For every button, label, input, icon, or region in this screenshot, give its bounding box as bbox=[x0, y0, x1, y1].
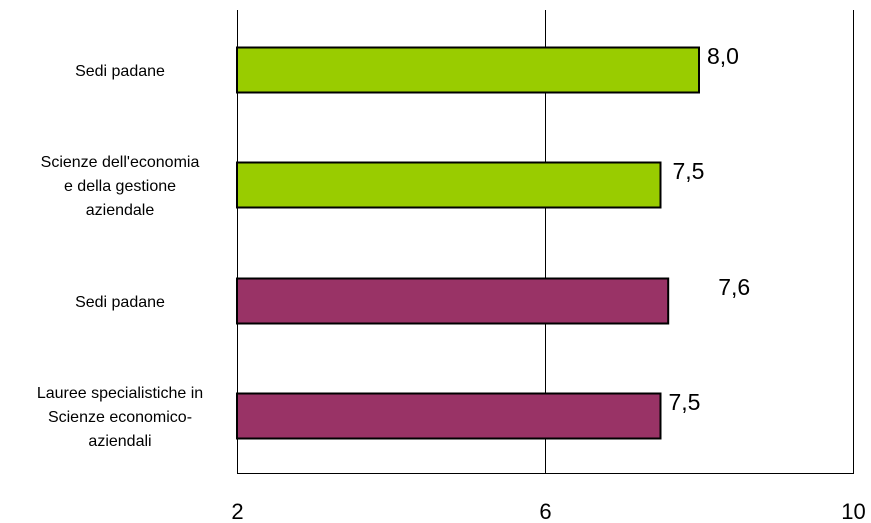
category-label: Lauree specialistiche in Scienze economic… bbox=[37, 385, 203, 450]
x-tick-label: 10 bbox=[841, 499, 865, 523]
category-labels: Sedi padane Scienze dell'economia e della … bbox=[37, 63, 203, 450]
tick-labels: 2 6 10 bbox=[231, 499, 865, 523]
bar-value-label: 8,0 bbox=[707, 43, 739, 69]
x-tick-label: 2 bbox=[231, 499, 243, 523]
category-label: Scienze dell'economia e della gestione azi… bbox=[41, 154, 200, 219]
bar bbox=[236, 392, 662, 440]
x-tick-label: 6 bbox=[539, 499, 551, 523]
value-labels: 8,0 7,5 7,6 7,5 bbox=[669, 43, 751, 415]
bar bbox=[236, 277, 670, 325]
category-label: Sedi padane bbox=[75, 294, 165, 311]
bar bbox=[236, 46, 700, 94]
bar-value-label: 7,5 bbox=[669, 389, 701, 415]
bars bbox=[236, 46, 700, 440]
bar-value-label: 7,6 bbox=[718, 274, 750, 300]
bar-value-label: 7,5 bbox=[673, 158, 705, 184]
bar bbox=[236, 161, 662, 209]
category-label: Sedi padane bbox=[75, 63, 165, 80]
